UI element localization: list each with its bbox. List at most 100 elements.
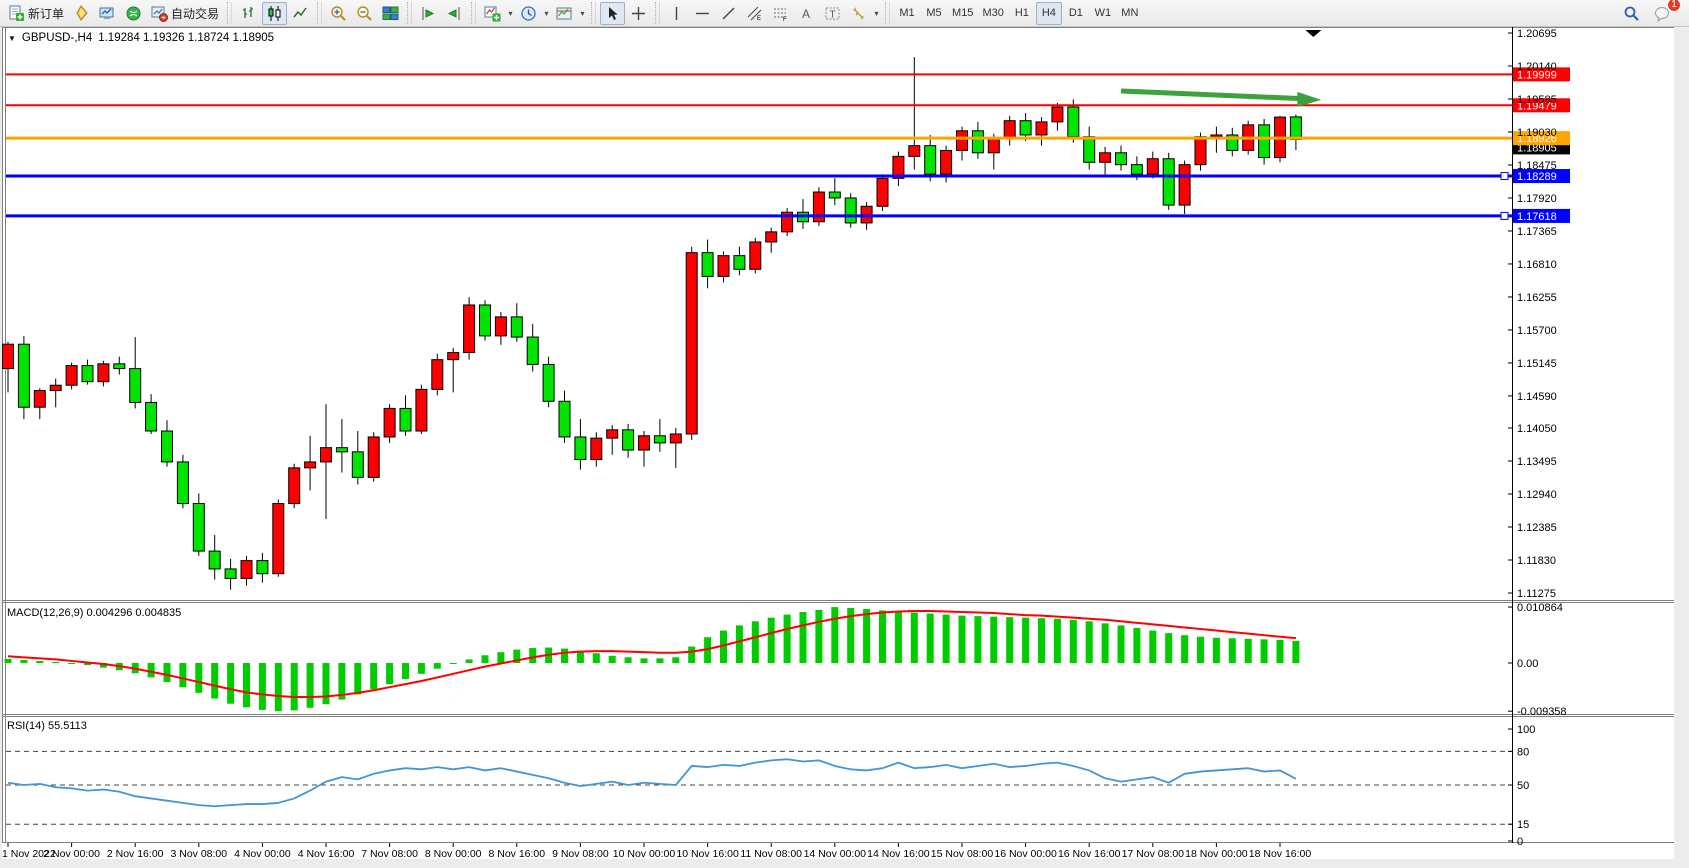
macd-bar — [974, 616, 982, 663]
svg-text:1.15145: 1.15145 — [1517, 358, 1557, 370]
toolbar-separator — [471, 2, 477, 24]
macd-bar — [576, 650, 584, 663]
auto-scroll-button[interactable] — [416, 2, 441, 25]
candlestick-mode-button[interactable] — [262, 1, 288, 25]
macd-bar — [1149, 630, 1157, 663]
zoom-out-button[interactable] — [352, 2, 377, 25]
svg-text:4 Nov 00:00: 4 Nov 00:00 — [234, 848, 291, 860]
candles-layer — [2, 57, 1302, 590]
timeframe-h4[interactable]: H4 — [1035, 1, 1062, 25]
macd-bar — [354, 663, 362, 695]
arrows-dropdown[interactable]: ▾ — [874, 8, 879, 18]
macd-bar — [1053, 618, 1061, 663]
svg-text:1.14590: 1.14590 — [1517, 391, 1557, 403]
arrows-tool-button[interactable] — [846, 2, 871, 25]
candlestick-icon — [268, 5, 281, 21]
periods-button[interactable] — [516, 2, 541, 25]
clock-icon — [521, 5, 536, 21]
line-chart-mode-button[interactable] — [288, 2, 313, 25]
timeframe-h1[interactable]: H1 — [1014, 7, 1029, 19]
text-tool-button[interactable]: A — [794, 2, 819, 25]
notifications-button[interactable]: 1 — [1650, 0, 1681, 25]
svg-text:1.19585: 1.19585 — [1517, 94, 1557, 106]
level-lines[interactable]: 1.18905 1.19999 1.19479 1.18926 1.18289 1.176… — [6, 67, 1570, 223]
trendline-icon — [722, 7, 735, 19]
macd-bar — [338, 663, 346, 700]
svg-text:9 Nov 08:00: 9 Nov 08:00 — [552, 848, 609, 860]
macd-bar — [433, 663, 441, 669]
macd-bar — [306, 663, 314, 708]
zoom-in-button[interactable] — [326, 2, 351, 25]
equidistant-channel-tool-button[interactable]: E — [742, 2, 767, 25]
svg-text:-0.009358: -0.009358 — [1517, 706, 1567, 718]
macd-bar — [1165, 633, 1173, 663]
toolbar-separator — [227, 2, 233, 24]
svg-text:1.13495: 1.13495 — [1517, 456, 1557, 468]
vertical-line-tool-button[interactable] — [664, 2, 689, 25]
templates-dropdown[interactable]: ▾ — [580, 8, 585, 18]
svg-text:16 Nov 00:00: 16 Nov 00:00 — [994, 848, 1057, 860]
tile-windows-button[interactable] — [378, 2, 403, 25]
timeframe-m15[interactable]: M15 — [952, 7, 974, 19]
new-order-button[interactable]: 新订单 — [4, 2, 68, 25]
auto-scroll-icon — [422, 6, 435, 20]
price-axis[interactable]: 1.20695 1.20140 1.19585 1.19030 1.18475 1.179… — [1508, 28, 1557, 600]
chart-shift-button[interactable] — [442, 2, 467, 25]
text-label-tool-button[interactable]: T — [820, 2, 845, 25]
timeframe-m30[interactable]: M30 — [982, 7, 1004, 19]
chart-menu-dropdown-icon[interactable]: ▼ — [8, 33, 16, 43]
svg-text:0.010864: 0.010864 — [1517, 602, 1563, 614]
crosshair-tool-button[interactable] — [626, 2, 651, 25]
level-handle[interactable] — [1500, 211, 1509, 220]
search-button[interactable] — [1619, 2, 1644, 25]
svg-text:18 Nov 16:00: 18 Nov 16:00 — [1249, 848, 1312, 860]
macd-panel: 0.010864 0.00 -0.009358 — [4, 602, 1567, 718]
svg-text:18 Nov 00:00: 18 Nov 00:00 — [1185, 848, 1248, 860]
timeframe-m1[interactable]: M1 — [899, 7, 915, 19]
horizontal-line-tool-button[interactable] — [690, 2, 715, 25]
svg-text:1.11275: 1.11275 — [1517, 588, 1556, 600]
add-indicator-icon — [484, 6, 501, 21]
macd-bar — [1244, 638, 1252, 663]
fibonacci-tool-button[interactable]: F — [768, 2, 793, 25]
macd-bar — [274, 663, 282, 712]
chart-header: ▼ GBPUSD-,H4 1.19284 1.19326 1.18724 1.1… — [8, 32, 274, 44]
macd-bar — [179, 663, 187, 688]
indicator-dropdown[interactable]: ▾ — [508, 8, 513, 18]
add-indicator-button[interactable] — [480, 2, 505, 25]
timeframe-w1[interactable]: W1 — [1094, 7, 1112, 19]
templates-button[interactable] — [552, 2, 577, 25]
template-icon — [556, 7, 572, 19]
chart-canvas[interactable]: 1.18905 1.19999 1.19479 1.18926 1.18289 1.176… — [0, 27, 1689, 868]
svg-text:1.12385: 1.12385 — [1517, 522, 1557, 534]
svg-text:1.19030: 1.19030 — [1517, 127, 1557, 139]
trendline-tool-button[interactable] — [716, 2, 741, 25]
level-handle[interactable] — [1500, 172, 1509, 181]
timeframe-d1[interactable]: D1 — [1068, 7, 1083, 19]
macd-bar — [847, 607, 855, 663]
kite-tool-button[interactable] — [69, 2, 94, 25]
macd-bar — [290, 663, 298, 711]
trend-arrow[interactable] — [1120, 88, 1322, 107]
svg-text:1.12940: 1.12940 — [1517, 489, 1557, 501]
cursor-tool-button[interactable] — [600, 1, 626, 25]
svg-text:100: 100 — [1517, 724, 1535, 736]
macd-bar — [1228, 638, 1236, 663]
periods-dropdown[interactable]: ▾ — [544, 8, 549, 18]
bar-chart-mode-button[interactable] — [236, 2, 261, 25]
macd-bar — [815, 609, 823, 663]
broadcast-button[interactable] — [121, 2, 146, 25]
macd-bar — [1038, 618, 1045, 663]
macd-bar — [1197, 636, 1204, 663]
timeframe-m5[interactable]: M5 — [926, 7, 942, 19]
svg-text:1.15700: 1.15700 — [1517, 325, 1557, 337]
autotrading-button[interactable]: 自动交易 — [147, 2, 223, 25]
chart-window-button[interactable] — [95, 2, 120, 25]
macd-bar — [910, 612, 918, 663]
axis-price-box — [1513, 208, 1570, 223]
macd-bar — [20, 659, 28, 663]
svg-text:80: 80 — [1517, 746, 1529, 758]
timeframe-mn[interactable]: MN — [1121, 7, 1139, 19]
chart-shift-marker[interactable] — [1305, 30, 1322, 37]
